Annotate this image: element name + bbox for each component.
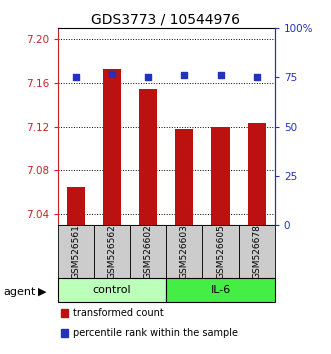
- Bar: [94, 225, 130, 278]
- Text: control: control: [93, 285, 131, 295]
- Text: GSM526562: GSM526562: [108, 224, 117, 279]
- Bar: [67, 187, 85, 225]
- Text: GSM526605: GSM526605: [216, 224, 225, 279]
- Text: GDS3773 / 10544976: GDS3773 / 10544976: [91, 12, 240, 27]
- Bar: [58, 225, 94, 278]
- Text: percentile rank within the sample: percentile rank within the sample: [73, 328, 238, 338]
- Bar: [166, 278, 275, 302]
- Bar: [212, 127, 230, 225]
- Point: [254, 75, 259, 80]
- Bar: [58, 278, 166, 302]
- Bar: [203, 225, 239, 278]
- Point: [218, 73, 223, 78]
- Point: [146, 75, 151, 80]
- Bar: [248, 123, 266, 225]
- Text: agent: agent: [3, 287, 36, 297]
- Text: GSM526603: GSM526603: [180, 224, 189, 279]
- Text: GSM526561: GSM526561: [71, 224, 80, 279]
- Text: GSM526678: GSM526678: [252, 224, 261, 279]
- Bar: [130, 225, 166, 278]
- Bar: [166, 225, 203, 278]
- Point: [182, 73, 187, 78]
- Bar: [103, 69, 121, 225]
- Bar: [139, 90, 157, 225]
- Text: IL-6: IL-6: [211, 285, 231, 295]
- Bar: [175, 129, 193, 225]
- Bar: [239, 225, 275, 278]
- Point: [110, 71, 115, 76]
- Text: ▶: ▶: [38, 287, 47, 297]
- Text: GSM526602: GSM526602: [144, 224, 153, 279]
- Point: [73, 75, 79, 80]
- Text: transformed count: transformed count: [73, 308, 164, 318]
